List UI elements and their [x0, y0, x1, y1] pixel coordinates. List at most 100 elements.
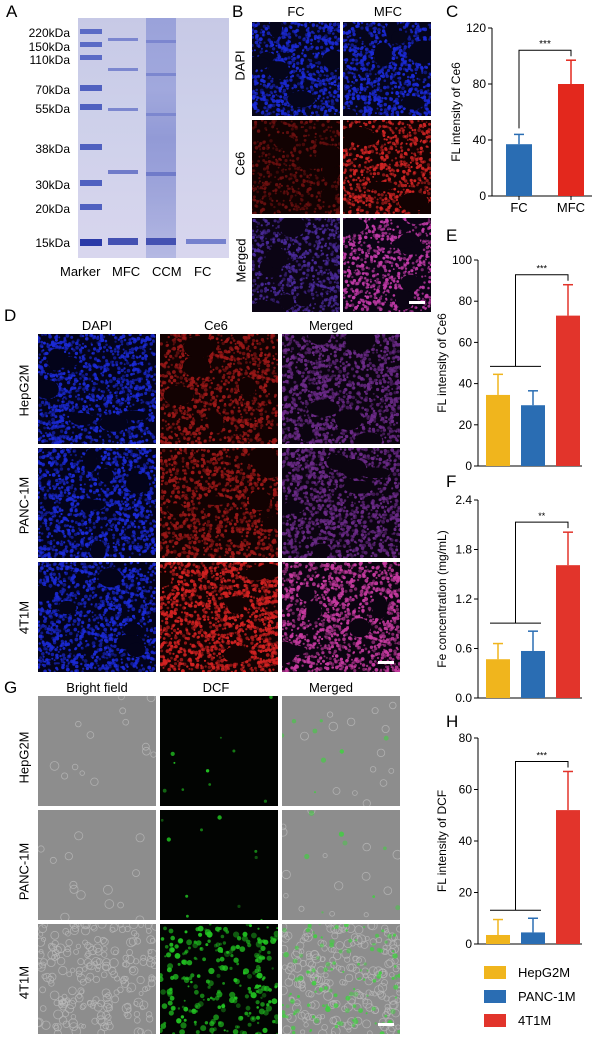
panel-label-h: H: [446, 712, 459, 731]
lane-label: Marker: [60, 264, 101, 279]
mw-marker: 20kDa: [35, 202, 70, 216]
significance-bracket: [515, 521, 569, 624]
y-tick-label: 40: [459, 377, 473, 391]
y-axis-label: Fe concentration (mg/mL): [435, 530, 449, 667]
micrograph-tile: [38, 696, 156, 806]
bar: [506, 144, 532, 196]
col-title: MFC: [373, 4, 403, 19]
significance-bracket: [515, 760, 569, 911]
micrograph-tile: [160, 810, 278, 920]
col-title: Merged: [308, 318, 354, 333]
lane-label: MFC: [112, 264, 141, 279]
row-label: 4T1M: [16, 600, 32, 635]
panel-label-d: D: [4, 306, 17, 325]
significance-bracket: [515, 274, 569, 367]
micrograph-tile: [282, 334, 400, 444]
col-title: DAPI: [81, 318, 113, 333]
col-title: DCF: [202, 680, 230, 695]
legend-label: 4T1M: [518, 1013, 552, 1028]
micrograph-tile: [282, 448, 400, 558]
scale-bar: [378, 1023, 394, 1026]
row-label: Merged: [233, 238, 249, 283]
gel-image: [78, 18, 229, 258]
bar: [556, 810, 580, 944]
y-axis-label: FL intensity of Ce6: [435, 313, 449, 413]
bar-chart-h: 0 20 40 60 80 FL intensity of DCF ***: [435, 731, 582, 951]
micrograph-tile: [343, 22, 431, 116]
mw-marker: 15kDa: [35, 236, 70, 250]
micrograph-tile: [160, 562, 278, 672]
y-tick-label: 20: [459, 418, 473, 432]
y-axis-label: FL intensity of Ce6: [449, 62, 463, 162]
col-title: Bright field: [66, 680, 128, 695]
micrograph-tile: [343, 218, 431, 312]
panel-label-g: G: [4, 678, 18, 697]
micrograph-tile: [282, 924, 400, 1034]
y-tick-label: 100: [452, 253, 472, 267]
scale-bar: [409, 301, 425, 304]
bar-chart-f: 0.0 0.6 1.2 1.8 2.4 Fe concentration (mg/mL) *…: [435, 493, 582, 705]
y-tick-label: 60: [459, 335, 473, 349]
mw-marker: 55kDa: [35, 102, 70, 116]
y-tick-label: 1.2: [455, 592, 472, 606]
y-axis-label: FL intensity of DCF: [435, 790, 449, 892]
y-tick-label: 80: [473, 77, 487, 91]
micrograph-tile: [38, 334, 156, 444]
bar-chart-e: 0 20 40 60 80 100 FL intensity of Ce6 ***: [435, 253, 582, 473]
y-tick-label: 20: [459, 886, 473, 900]
bar: [556, 565, 580, 698]
y-tick-label: 120: [466, 21, 486, 35]
micrograph-tile: [282, 810, 400, 920]
legend-label: PANC-1M: [518, 989, 576, 1004]
mw-marker: 110kDa: [29, 53, 70, 67]
y-tick-label: 0: [465, 459, 472, 473]
panel-label-f: F: [446, 472, 457, 491]
x-tick-label: FC: [510, 200, 527, 215]
y-tick-label: 0: [479, 189, 486, 203]
bar: [521, 932, 545, 944]
y-tick-label: 40: [473, 133, 487, 147]
significance-label: **: [538, 511, 546, 521]
ccm-lane: [146, 18, 176, 258]
y-tick-label: 0: [465, 937, 472, 951]
row-label: PANC-1M: [16, 842, 32, 901]
significance-label: ***: [539, 39, 551, 50]
mfc-lane: [108, 18, 138, 258]
micrograph-tile: [160, 924, 278, 1034]
y-tick-label: 0.0: [455, 691, 472, 705]
bar: [486, 394, 510, 466]
bar: [558, 84, 584, 196]
y-tick-label: 80: [459, 294, 473, 308]
x-tick-label: MFC: [557, 200, 585, 215]
bar: [486, 934, 510, 944]
row-label: HepG2M: [16, 364, 32, 417]
panel-label-a: A: [6, 2, 18, 21]
mw-marker: 38kDa: [35, 142, 70, 156]
significance-bracket: [518, 49, 572, 129]
scale-bar: [378, 661, 394, 664]
panel-label-b: B: [232, 2, 244, 21]
col-title: Ce6: [204, 318, 228, 333]
y-tick-label: 0.6: [455, 642, 472, 656]
micrograph-tile: [343, 120, 431, 214]
y-tick-label: 60: [459, 783, 473, 797]
bar: [521, 650, 545, 698]
bar: [521, 405, 545, 466]
marker-lane: [80, 18, 102, 258]
micrograph-tile: [38, 562, 156, 672]
bar: [556, 315, 580, 466]
micrograph-tile: [160, 334, 278, 444]
row-label: 4T1M: [16, 965, 32, 1000]
mw-marker: 150kDa: [28, 40, 70, 54]
micrograph-tile: [282, 696, 400, 806]
row-label: DAPI: [232, 50, 248, 81]
row-label: PANC-1M: [16, 476, 32, 535]
col-title: FC: [287, 4, 305, 19]
mw-marker: 70kDa: [35, 83, 70, 97]
y-tick-label: 40: [459, 834, 473, 848]
significance-label: ***: [536, 750, 547, 760]
micrograph-tile: [38, 924, 156, 1034]
panel-label-e: E: [446, 226, 458, 245]
micrograph-tile: [252, 218, 340, 312]
col-title: Merged: [308, 680, 354, 695]
